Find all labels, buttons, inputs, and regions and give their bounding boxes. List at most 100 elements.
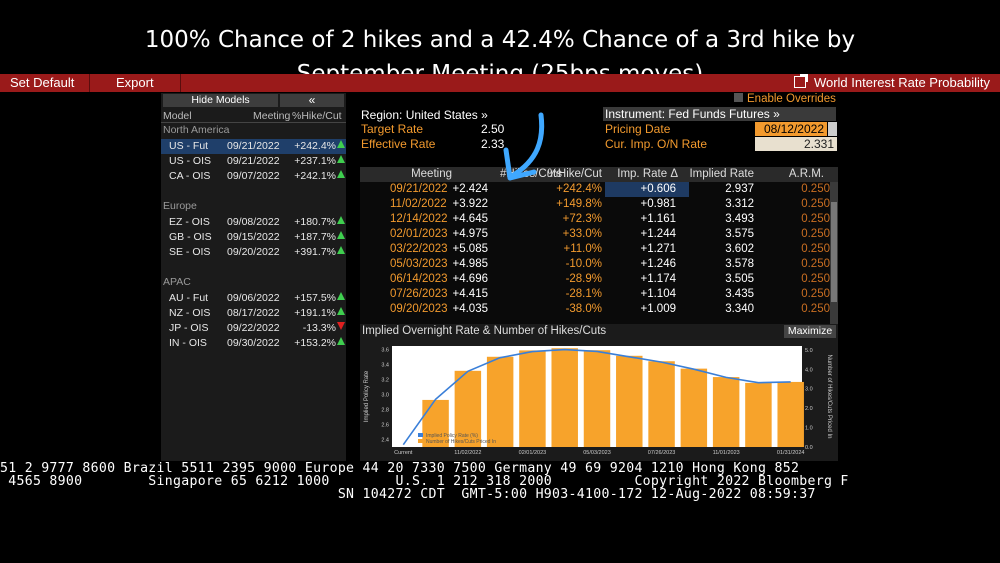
pricing-date-row: Pricing Date bbox=[605, 122, 670, 136]
table-row[interactable]: 11/02/2022 +3.922 +149.8% +0.981 3.312 0.250 bbox=[360, 197, 838, 212]
window-title-text: World Interest Rate Probability bbox=[813, 75, 990, 90]
chart-bar bbox=[486, 356, 514, 447]
up-triangle-icon bbox=[337, 170, 345, 178]
table-row[interactable]: 05/03/2023 +4.985 -10.0% +1.246 3.578 0.250 bbox=[360, 257, 838, 272]
model-pct: +391.7% bbox=[294, 246, 336, 258]
imp-rate-delta: +1.161 bbox=[640, 213, 677, 225]
col-meeting[interactable]: Meeting bbox=[411, 168, 452, 180]
maximize-button[interactable]: Maximize bbox=[784, 325, 836, 338]
external-link-icon[interactable] bbox=[793, 74, 808, 88]
model-row[interactable]: US - OIS 09/21/2022 +237.1% bbox=[161, 154, 346, 169]
models-header: Model Meeting %Hike/Cut bbox=[161, 109, 346, 123]
model-row[interactable]: IN - OIS 09/30/2022 +153.2% bbox=[161, 336, 346, 351]
region-header: North America bbox=[163, 124, 230, 136]
model-name: CA - OIS bbox=[169, 170, 211, 182]
model-row[interactable]: AU - Fut 09/06/2022 +157.5% bbox=[161, 291, 346, 306]
implied-rate: 3.505 bbox=[725, 273, 754, 285]
hide-models-button[interactable]: Hide Models bbox=[163, 94, 278, 107]
model-row[interactable]: SE - OIS 09/20/2022 +391.7% bbox=[161, 245, 346, 260]
target-rate-value: 2.50 bbox=[481, 122, 505, 136]
model-row[interactable]: GB - OIS 09/15/2022 +187.7% bbox=[161, 230, 346, 245]
model-row[interactable]: NZ - OIS 08/17/2022 +191.1% bbox=[161, 306, 346, 321]
table-row[interactable]: 07/26/2023 +4.415 -28.1% +1.104 3.435 0.250 bbox=[360, 287, 838, 302]
col-meeting: Meeting bbox=[253, 110, 291, 122]
collapse-panel-button[interactable]: « bbox=[280, 94, 344, 107]
pct-hike-cut: +72.3% bbox=[562, 213, 602, 225]
table-row[interactable]: 09/20/2023 +4.035 -38.0% +1.009 3.340 0.250 bbox=[360, 302, 838, 317]
calendar-icon[interactable] bbox=[828, 122, 837, 136]
table-row[interactable]: 12/14/2022 +4.645 +72.3% +1.161 3.493 0.250 bbox=[360, 212, 838, 227]
chart-bar bbox=[454, 370, 482, 447]
legend-swatch bbox=[418, 433, 423, 437]
col-pct-hike-cut[interactable]: %Hike/Cut bbox=[547, 168, 602, 180]
chart-bar bbox=[551, 348, 578, 447]
implied-rate: 3.340 bbox=[725, 303, 754, 315]
chart-bar bbox=[680, 368, 708, 447]
y-right-tick-label: 3.0 bbox=[805, 387, 813, 393]
chart-bar bbox=[745, 382, 772, 447]
meeting-date: 03/22/2023 bbox=[390, 243, 448, 255]
y-right-axis-label: Number of Hikes/Cuts Priced In bbox=[826, 354, 832, 438]
model-name: NZ - OIS bbox=[169, 307, 211, 319]
model-name: AU - Fut bbox=[169, 292, 209, 304]
model-row[interactable]: CA - OIS 09/07/2022 +242.1% bbox=[161, 169, 346, 184]
model-name: US - OIS bbox=[169, 155, 212, 167]
table-row[interactable]: 03/22/2023 +5.085 +11.0% +1.271 3.602 0.250 bbox=[360, 242, 838, 257]
chart-bar bbox=[422, 399, 449, 447]
meeting-date: 09/21/2022 bbox=[390, 183, 448, 195]
table-scrollbar[interactable] bbox=[830, 182, 838, 324]
ticker-line-2: 4565 8900 Singapore 65 6212 1000 U.S. 1 … bbox=[0, 474, 849, 489]
model-pct: +187.7% bbox=[294, 231, 336, 243]
legend-label: Number of Hikes/Cuts Priced In bbox=[426, 439, 496, 445]
col-imp-rate-delta[interactable]: Imp. Rate Δ bbox=[617, 168, 678, 180]
chart-bar bbox=[583, 350, 611, 447]
export-button[interactable]: Export bbox=[116, 75, 154, 90]
pct-hike-cut: -10.0% bbox=[565, 258, 602, 270]
meeting-date: 06/14/2023 bbox=[390, 273, 448, 285]
model-pct: +237.1% bbox=[294, 155, 336, 167]
table-row[interactable]: 02/01/2023 +4.975 +33.0% +1.244 3.575 0.250 bbox=[360, 227, 838, 242]
models-panel: Hide Models « Model Meeting %Hike/Cut No… bbox=[161, 93, 346, 461]
set-default-button[interactable]: Set Default bbox=[10, 75, 75, 90]
imp-rate-delta: +1.244 bbox=[640, 228, 677, 240]
col-arm[interactable]: A.R.M. bbox=[788, 168, 824, 180]
model-meeting: 09/30/2022 bbox=[227, 337, 280, 349]
pct-hike-cut: -28.9% bbox=[565, 273, 602, 285]
imp-rate-delta: +1.009 bbox=[640, 303, 677, 315]
model-row[interactable]: JP - OIS 09/22/2022 -13.3% bbox=[161, 321, 346, 336]
legend-swatch bbox=[418, 439, 423, 443]
y-tick-label: 3.0 bbox=[381, 393, 389, 399]
col-implied-rate[interactable]: Implied Rate bbox=[689, 168, 754, 180]
col-hike-cut: %Hike/Cut bbox=[292, 110, 342, 122]
pricing-date-input[interactable]: 08/12/2022 bbox=[755, 122, 827, 136]
toolbar-separator bbox=[180, 74, 181, 92]
table-row[interactable]: 09/21/2022 +2.424 +242.4% +0.606 2.937 0.250 bbox=[360, 182, 838, 197]
scrollbar-thumb[interactable] bbox=[831, 202, 837, 302]
cur-imp-row: Cur. Imp. O/N Rate bbox=[605, 137, 707, 151]
selected-cell-highlight bbox=[605, 182, 689, 197]
enable-overrides-toggle[interactable]: Enable Overrides bbox=[734, 93, 836, 105]
table-row[interactable]: 06/14/2023 +4.696 -28.9% +1.174 3.505 0.250 bbox=[360, 272, 838, 287]
checkbox-icon[interactable] bbox=[734, 93, 743, 102]
imp-rate-delta: +1.246 bbox=[640, 258, 677, 270]
model-row[interactable]: US - Fut 09/21/2022 +242.4% bbox=[161, 139, 346, 154]
imp-rate-delta: +0.606 bbox=[640, 183, 677, 195]
up-triangle-icon bbox=[337, 155, 345, 163]
y-right-tick-label: 5.0 bbox=[805, 348, 813, 354]
model-pct: -13.3% bbox=[302, 322, 336, 334]
up-triangle-icon bbox=[337, 140, 345, 148]
cur-imp-value: 2.331 bbox=[755, 137, 837, 151]
instrument-selector[interactable]: Instrument: Fed Funds Futures » bbox=[603, 107, 836, 121]
meeting-date: 05/03/2023 bbox=[390, 258, 448, 270]
model-row[interactable]: EZ - OIS 09/08/2022 +180.7% bbox=[161, 215, 346, 230]
model-pct: +180.7% bbox=[294, 216, 336, 228]
region-label[interactable]: Region: United States » bbox=[361, 108, 488, 122]
region-selector[interactable]: Region: United States » bbox=[361, 108, 488, 122]
model-meeting: 08/17/2022 bbox=[227, 307, 280, 319]
chart-bar bbox=[616, 355, 643, 447]
y-tick-label: 3.6 bbox=[381, 348, 389, 354]
implied-rate: 2.937 bbox=[725, 183, 754, 195]
legend-label: Implied Policy Rate (%) bbox=[426, 433, 478, 439]
model-name: US - Fut bbox=[169, 140, 209, 152]
y-axis-label: Implied Policy Rate bbox=[364, 370, 370, 422]
